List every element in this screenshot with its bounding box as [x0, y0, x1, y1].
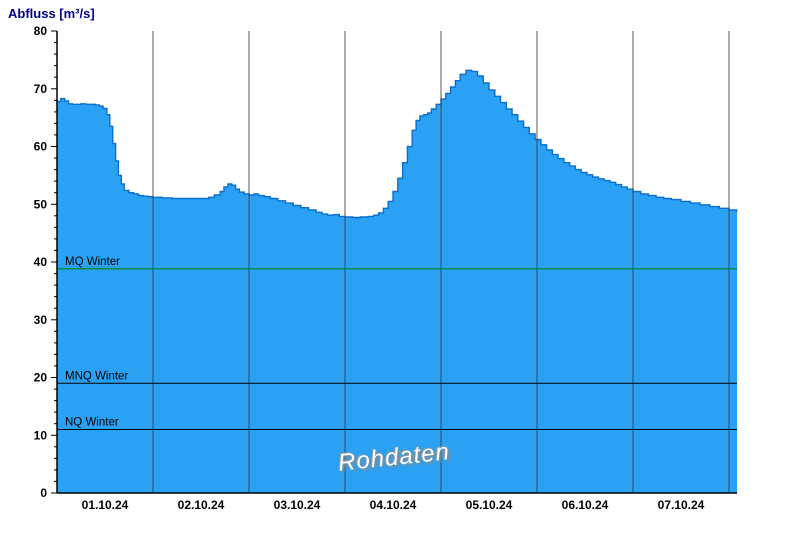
svg-text:04.10.24: 04.10.24 — [370, 498, 417, 512]
svg-text:03.10.24: 03.10.24 — [274, 498, 321, 512]
svg-text:10: 10 — [34, 428, 48, 442]
svg-text:40: 40 — [34, 255, 48, 269]
svg-text:30: 30 — [34, 313, 48, 327]
svg-text:MNQ Winter: MNQ Winter — [65, 370, 128, 382]
svg-text:06.10.24: 06.10.24 — [562, 498, 609, 512]
svg-text:60: 60 — [34, 140, 48, 154]
svg-text:05.10.24: 05.10.24 — [466, 498, 513, 512]
svg-text:80: 80 — [34, 24, 48, 38]
svg-text:02.10.24: 02.10.24 — [178, 498, 225, 512]
svg-text:0: 0 — [40, 486, 47, 500]
axis-labels: 0 10 20 30 40 50 60 70 80 01.10.24 02.10.24 03.10.2… — [34, 24, 705, 512]
svg-text:MQ Winter: MQ Winter — [65, 256, 120, 268]
reference-lines: MQ Winter MNQ Winter NQ Winter — [57, 256, 737, 430]
svg-text:50: 50 — [34, 197, 48, 211]
gridlines — [152, 31, 730, 493]
axes — [51, 30, 737, 494]
chart-title: Abfluss [m³/s] — [8, 6, 95, 21]
svg-text:20: 20 — [34, 371, 48, 385]
area-series — [57, 69, 738, 494]
svg-text:70: 70 — [34, 82, 48, 96]
svg-text:07.10.24: 07.10.24 — [658, 498, 705, 512]
svg-text:01.10.24: 01.10.24 — [82, 498, 129, 512]
svg-text:NQ Winter: NQ Winter — [65, 417, 119, 429]
